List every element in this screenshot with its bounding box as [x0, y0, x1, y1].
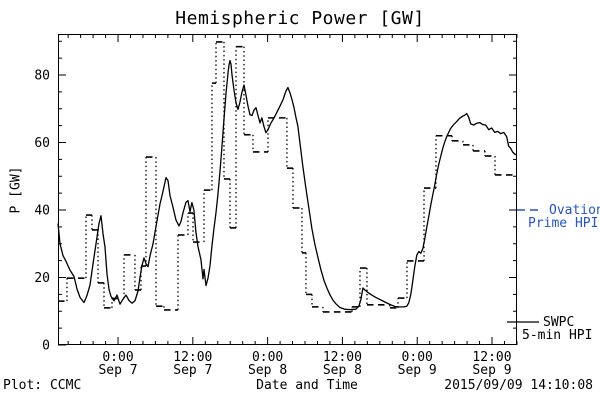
svg-text:Sep 9: Sep 9	[472, 363, 511, 378]
ovation-series	[58, 41, 517, 313]
svg-text:12:00: 12:00	[323, 350, 362, 365]
svg-text:Sep 9: Sep 9	[398, 363, 437, 378]
svg-text:40: 40	[34, 204, 50, 219]
y-axis-label: P [GW]	[8, 166, 24, 214]
svg-text:0:00: 0:00	[252, 350, 283, 365]
x-axis-label: Date and Time	[256, 378, 358, 393]
svg-text:0:00: 0:00	[102, 350, 133, 365]
y-tick-labels: 0 20 40 60 80	[34, 69, 50, 354]
svg-text:Sep 7: Sep 7	[173, 363, 212, 378]
svg-text:12:00: 12:00	[472, 350, 511, 365]
swpc-series	[57, 59, 517, 311]
plot-timestamp: 2015/09/09 14:10:08	[444, 378, 593, 393]
svg-text:Sep 8: Sep 8	[323, 363, 362, 378]
svg-text:12:00: 12:00	[173, 350, 212, 365]
legend-ovation-label-line2: Prime HPI	[528, 216, 599, 231]
svg-text:Sep 8: Sep 8	[248, 363, 287, 378]
svg-text:20: 20	[34, 271, 50, 286]
svg-text:0:00: 0:00	[402, 350, 433, 365]
legend-swpc-label-line2: 5-min HPI	[522, 328, 593, 343]
svg-text:60: 60	[34, 136, 50, 151]
svg-text:0: 0	[42, 339, 50, 354]
axis-ticks	[58, 34, 518, 346]
plot-source-text: Plot: CCMC	[3, 378, 82, 393]
legend-swpc-label-line1: SWPC	[543, 315, 575, 330]
plot-frame	[58, 34, 517, 345]
legend-ovation-label-line1: Ovation	[549, 203, 600, 218]
svg-text:Sep 7: Sep 7	[98, 363, 137, 378]
svg-text:80: 80	[34, 69, 50, 84]
chart-title: Hemispheric Power [GW]	[175, 8, 425, 29]
